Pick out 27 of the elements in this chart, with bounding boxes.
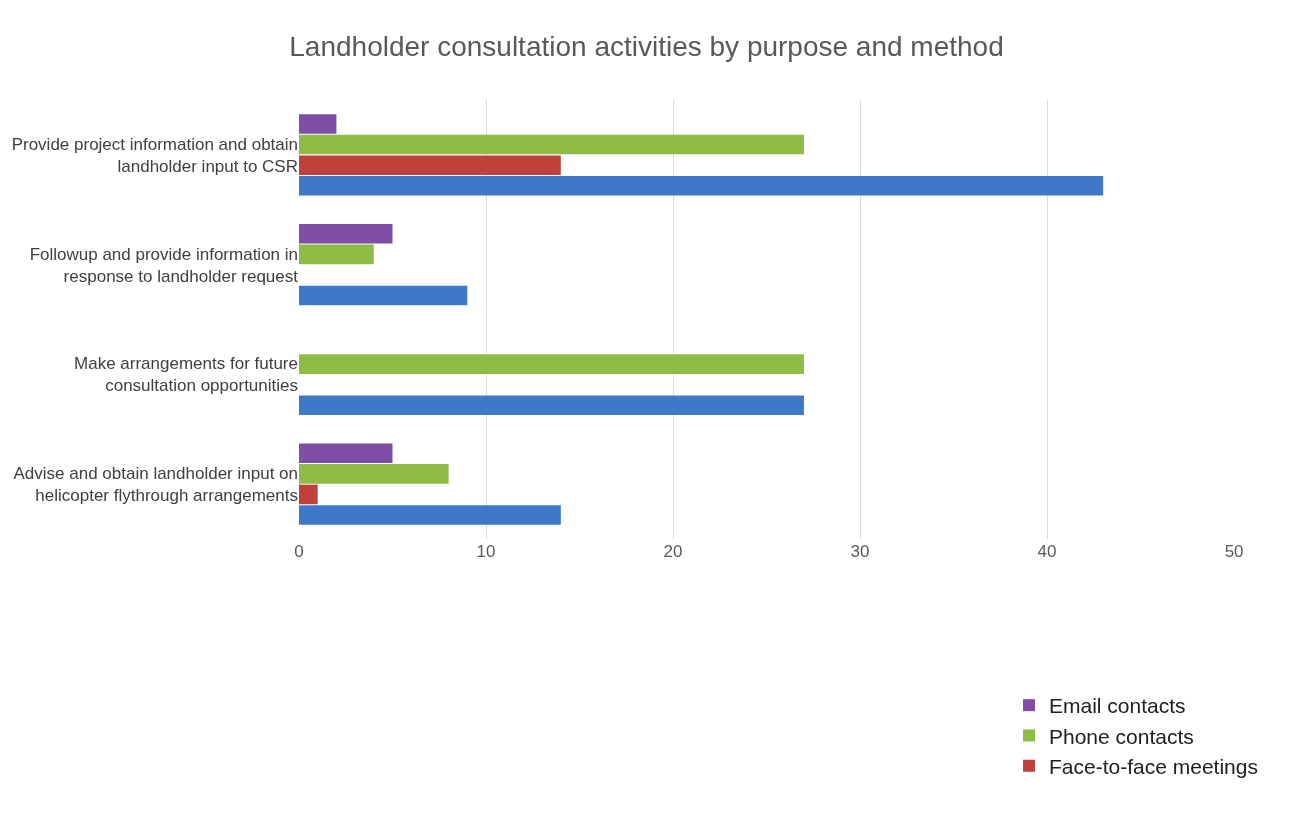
x-tick-label: 30 [850,542,870,562]
bar [299,354,804,374]
bar [299,464,449,484]
bar [299,155,561,175]
bar [299,484,318,505]
x-tick-label: 20 [663,542,683,562]
bar [299,175,1104,196]
x-tick-label: 40 [1037,542,1057,562]
chart-title: Landholder consultation activities by purpose and method [289,31,1004,63]
legend-label: Email contacts [1049,694,1186,718]
legend-label: Phone contacts [1049,724,1194,748]
y-tick-label: Advise and obtain landholder input on helicopter flythrough arrangements [13,464,298,506]
legend-label: Face-to-face meetings [1049,754,1258,778]
y-tick-label: Followup and provide information in response to landholder request [29,244,299,286]
bar [299,505,561,525]
bar [299,285,468,306]
bar [299,223,393,244]
y-tick-label: Provide project information and obtain landholder input to CSR [11,134,298,176]
bar [299,443,393,464]
y-tick-label: Make arrangements for future consultation opportunities [74,354,298,396]
x-tick-label: 10 [476,542,496,562]
bar [299,244,374,265]
x-tick-label: 50 [1224,542,1244,562]
x-tick-label: 0 [294,542,304,562]
bar [299,134,804,155]
bar [299,114,337,134]
bar [299,395,804,416]
